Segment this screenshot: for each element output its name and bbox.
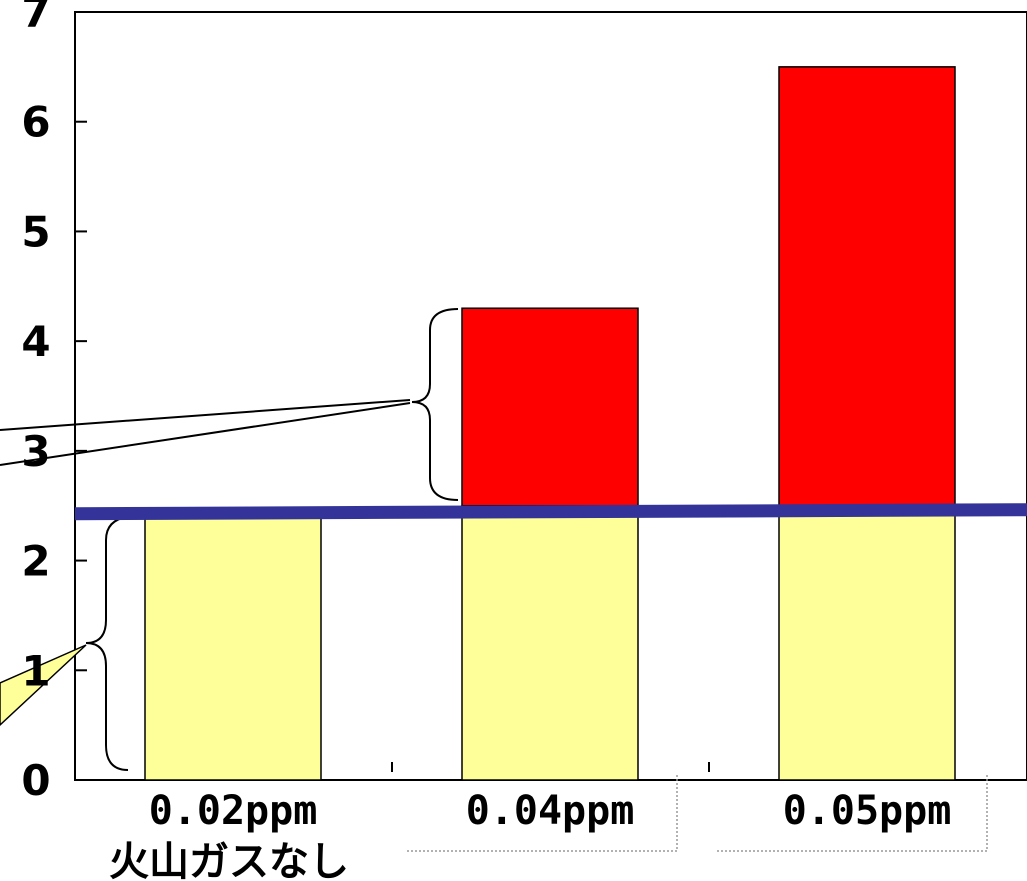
y-tick-label-6: 6 [21,98,50,147]
callout-line-upper-2 [0,402,411,466]
bar-0.05ppm-segment-0 [778,504,956,781]
y-tick-label-2: 2 [21,537,50,586]
y-tick-label-4: 4 [21,317,50,366]
bar-0.04ppm-segment-0 [461,504,639,781]
callout-pointer [0,644,87,727]
upper-brace [411,308,459,501]
y-tick-label-0: 0 [21,756,50,805]
y-axis: 0 1 2 3 4 5 6 7 [21,0,87,805]
bars [144,66,956,781]
y-tick-label-5: 5 [21,207,50,256]
callout-line-upper-1 [0,399,411,431]
x-axis: 0.02ppm 火山ガスなし 0.04ppm 0.05ppm [109,788,951,881]
x-sublabel-0.02ppm: 火山ガスなし [109,839,349,881]
lower-brace [85,515,139,771]
y-tick-label-3: 3 [21,427,50,476]
bar-0.05ppm-segment-1 [778,66,956,507]
reference-line-group [74,503,1027,521]
x-label-0.04ppm: 0.04ppm [466,788,635,834]
annotations [0,308,988,852]
y-tick-label-7: 7 [21,0,50,37]
y-tick-label-1: 1 [21,646,50,695]
dotted-box-2 [717,775,988,852]
dotted-box-1 [407,775,678,852]
x-label-0.02ppm: 0.02ppm [149,788,318,834]
bar-0.04ppm-segment-1 [461,307,639,507]
x-label-0.05ppm: 0.05ppm [783,788,952,834]
reference-line [74,503,1027,521]
bar-0.02ppm-segment-0 [144,510,322,781]
